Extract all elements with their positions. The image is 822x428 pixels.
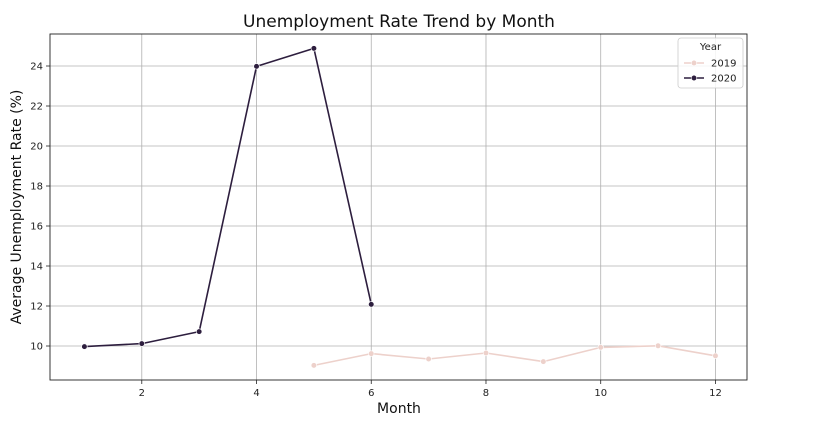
data-point-2020 [253,63,260,70]
x-tick-label: 12 [709,388,722,399]
x-axis-label: Month [377,401,421,417]
data-point-2020 [368,301,375,308]
data-point-2019 [654,342,662,349]
legend: Year 2019 2020 [677,37,744,89]
x-tick-label: 10 [594,388,607,399]
x-tick-label: 8 [483,388,489,399]
legend-entry-2020: 2020 [684,74,736,85]
y-axis-label: Average Unemployment Rate (%) [9,90,25,325]
data-point-2019 [310,362,317,369]
y-tick-label: 22 [30,102,43,113]
data-point-2019 [425,355,432,363]
data-point-2020 [310,45,317,52]
y-tick-label: 24 [30,62,43,73]
y-tick-label: 16 [30,222,43,233]
series-layer [81,45,719,369]
data-point-2019 [540,358,547,365]
x-tick-label: 6 [368,388,374,399]
data-point-2020 [196,328,203,335]
series-2020 [81,45,375,350]
series-line-2020 [84,47,373,348]
legend-label: 2020 [711,74,736,85]
legend-swatch-marker [690,74,698,82]
data-point-2019 [712,352,719,359]
data-point-2020 [138,340,145,347]
y-axis: 10 12 14 16 18 20 22 24 [30,62,50,353]
series-2019 [310,342,719,369]
x-tick-label: 2 [139,388,145,399]
x-tick-label: 4 [253,388,259,399]
chart-title: Unemployment Rate Trend by Month [243,12,555,32]
series-line-2019 [313,344,716,367]
plot-frame [49,33,748,381]
legend-entry-2019: 2019 [684,59,736,70]
legend-label: 2019 [711,59,736,70]
legend-title: Year [699,42,722,53]
data-point-2019 [368,350,375,357]
legend-swatch-marker [690,59,698,67]
y-tick-label: 20 [30,142,43,153]
x-axis: 2 4 6 8 10 12 [139,380,722,399]
y-tick-label: 18 [30,182,43,193]
y-tick-label: 10 [30,342,43,353]
y-tick-label: 14 [30,262,43,273]
data-point-2019 [597,344,604,351]
data-point-2019 [482,349,490,357]
y-tick-label: 12 [30,302,43,313]
data-point-2020 [81,343,88,350]
